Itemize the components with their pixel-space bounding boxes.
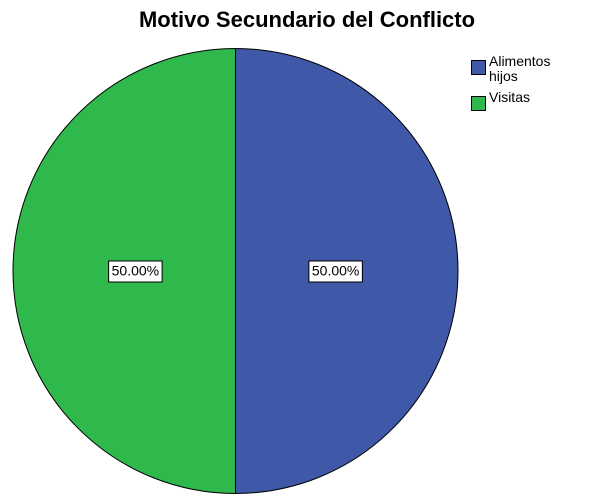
value-label: 50.00% (112, 263, 159, 279)
value-label-box (108, 260, 163, 283)
legend-item: Alimentos hijos (471, 54, 571, 84)
legend-label: Alimentos hijos (489, 53, 551, 84)
legend-label: Visitas (489, 89, 530, 105)
value-label-box (308, 260, 363, 283)
chart-title: Motivo Secundario del Conflicto (139, 7, 475, 32)
legend-swatch (471, 60, 486, 75)
legend-item: Visitas (471, 90, 571, 111)
value-label: 50.00% (312, 263, 359, 279)
legend: Alimentos hijos Visitas (471, 54, 571, 117)
legend-swatch (471, 96, 486, 111)
